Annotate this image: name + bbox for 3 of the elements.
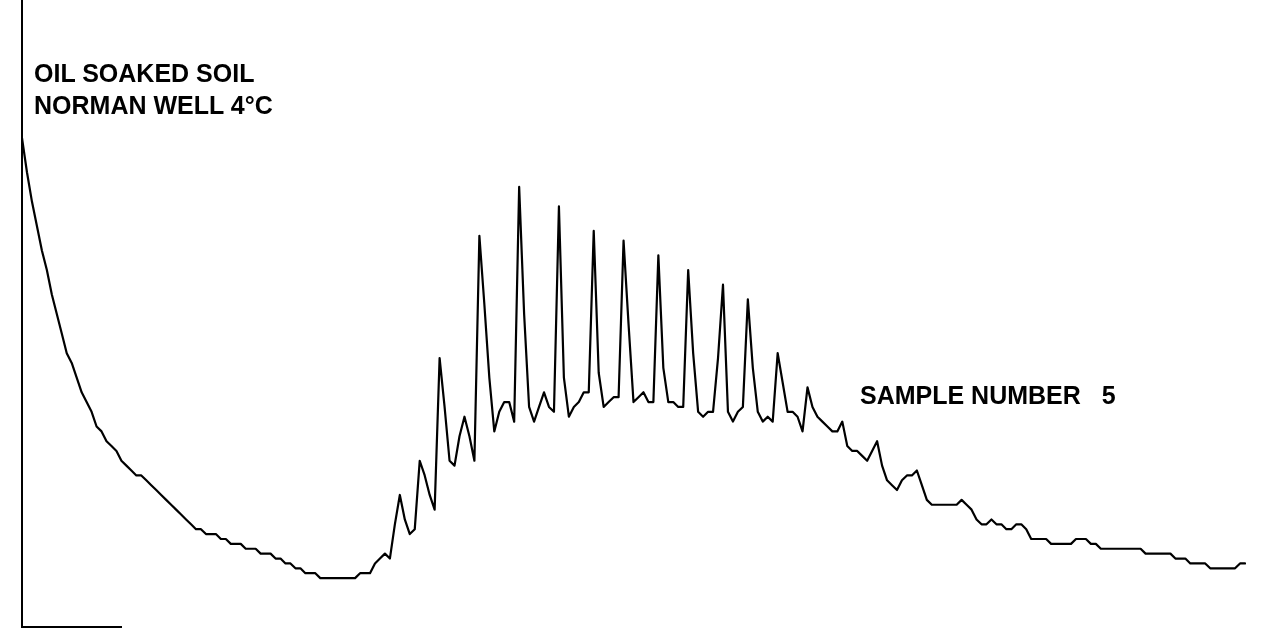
chart-subtitle: NORMAN WELL 4°C [34, 90, 273, 120]
chart-title: OIL SOAKED SOIL [34, 58, 255, 88]
annotation: SAMPLE NUMBER 5 [860, 380, 1116, 410]
